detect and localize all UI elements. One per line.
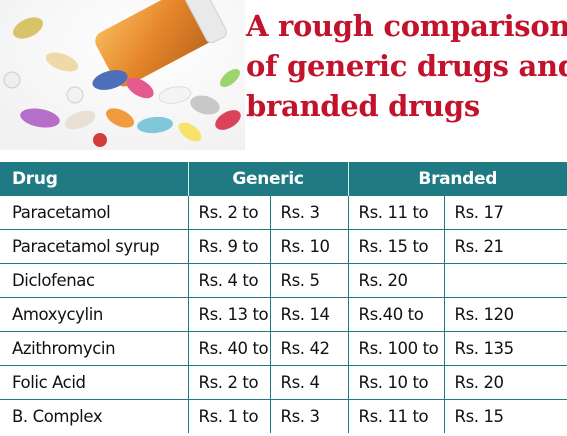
headline: A rough comparison of generic drugs and …	[246, 6, 567, 126]
table-row: Paracetamol Rs. 2 to Rs. 3 Rs. 11 to Rs.…	[0, 196, 567, 230]
headline-line-3: branded drugs	[246, 89, 480, 123]
branded-price-from: Rs. 11 to	[347, 399, 444, 433]
table-row: B. Complex Rs. 1 to Rs. 3 Rs. 11 to Rs. …	[0, 399, 567, 433]
branded-price-from: Rs.40 to	[347, 297, 444, 332]
drug-name: Paracetamol syrup	[0, 229, 188, 264]
branded-price-from: Rs. 15 to	[347, 229, 444, 264]
generic-price-from: Rs. 1 to	[187, 399, 270, 433]
generic-price-from: Rs. 2 to	[187, 196, 270, 230]
branded-price-to: Rs. 21	[443, 229, 567, 264]
drug-name: Amoxycylin	[0, 297, 188, 332]
branded-price-to: Rs. 135	[443, 331, 567, 366]
drug-name: B. Complex	[12, 407, 103, 426]
table-row: Folic Acid Rs. 2 to Rs. 4 Rs. 10 to Rs. …	[0, 365, 567, 400]
generic-price-from: Rs. 4 to	[187, 263, 270, 298]
generic-price-from: Rs. 9 to	[187, 229, 270, 264]
branded-price-to: Rs. 15	[443, 399, 567, 433]
drug-name: Diclofenac	[0, 263, 188, 298]
branded-price-to: Rs. 120	[443, 297, 567, 332]
generic-price-to: Rs. 10	[269, 229, 348, 264]
generic-price-from: Rs. 2 to	[187, 365, 270, 400]
branded-price-from: Rs. 11 to	[347, 196, 444, 230]
table-row: Amoxycylin Rs. 13 to Rs. 14 Rs.40 to Rs.…	[0, 297, 567, 332]
drug-name: Folic Acid	[0, 365, 188, 400]
table-row: Paracetamol syrup Rs. 9 to Rs. 10 Rs. 15…	[0, 229, 567, 264]
table-header-row: Drug Generic Branded	[0, 162, 567, 196]
branded-price-to: Rs. 20	[443, 365, 567, 400]
drug-price-table: Drug Generic Branded Paracetamol Rs. 2 t…	[0, 162, 567, 436]
generic-price-to: Rs. 42	[269, 331, 348, 366]
generic-price-from: Rs. 13 to	[187, 297, 270, 332]
headline-line-1: A rough comparison	[246, 9, 567, 43]
generic-price-to: Rs. 3	[269, 399, 348, 433]
headline-line-2: of generic drugs and	[246, 49, 567, 83]
column-header-drug: Drug	[0, 162, 188, 196]
branded-price-from: Rs. 10 to	[347, 365, 444, 400]
generic-price-to: Rs. 5	[269, 263, 348, 298]
column-header-branded: Branded	[347, 162, 567, 196]
table-row: Azithromycin Rs. 40 to Rs. 42 Rs. 100 to…	[0, 331, 567, 366]
branded-price-to: Rs. 17	[443, 196, 567, 230]
branded-price-to	[443, 263, 567, 298]
generic-price-to: Rs. 14	[269, 297, 348, 332]
article-header: A rough comparison of generic drugs and …	[0, 0, 567, 158]
column-header-generic: Generic	[187, 162, 348, 196]
drug-name: Paracetamol	[0, 196, 188, 230]
branded-price-from: Rs. 100 to	[347, 331, 444, 366]
generic-price-to: Rs. 4	[269, 365, 348, 400]
table-row: Diclofenac Rs. 4 to Rs. 5 Rs. 20	[0, 263, 567, 298]
drug-name: Azithromycin	[0, 331, 188, 366]
generic-price-from: Rs. 40 to	[187, 331, 270, 366]
pills-image	[0, 0, 245, 150]
generic-price-to: Rs. 3	[269, 196, 348, 230]
branded-price-from: Rs. 20	[347, 263, 444, 298]
